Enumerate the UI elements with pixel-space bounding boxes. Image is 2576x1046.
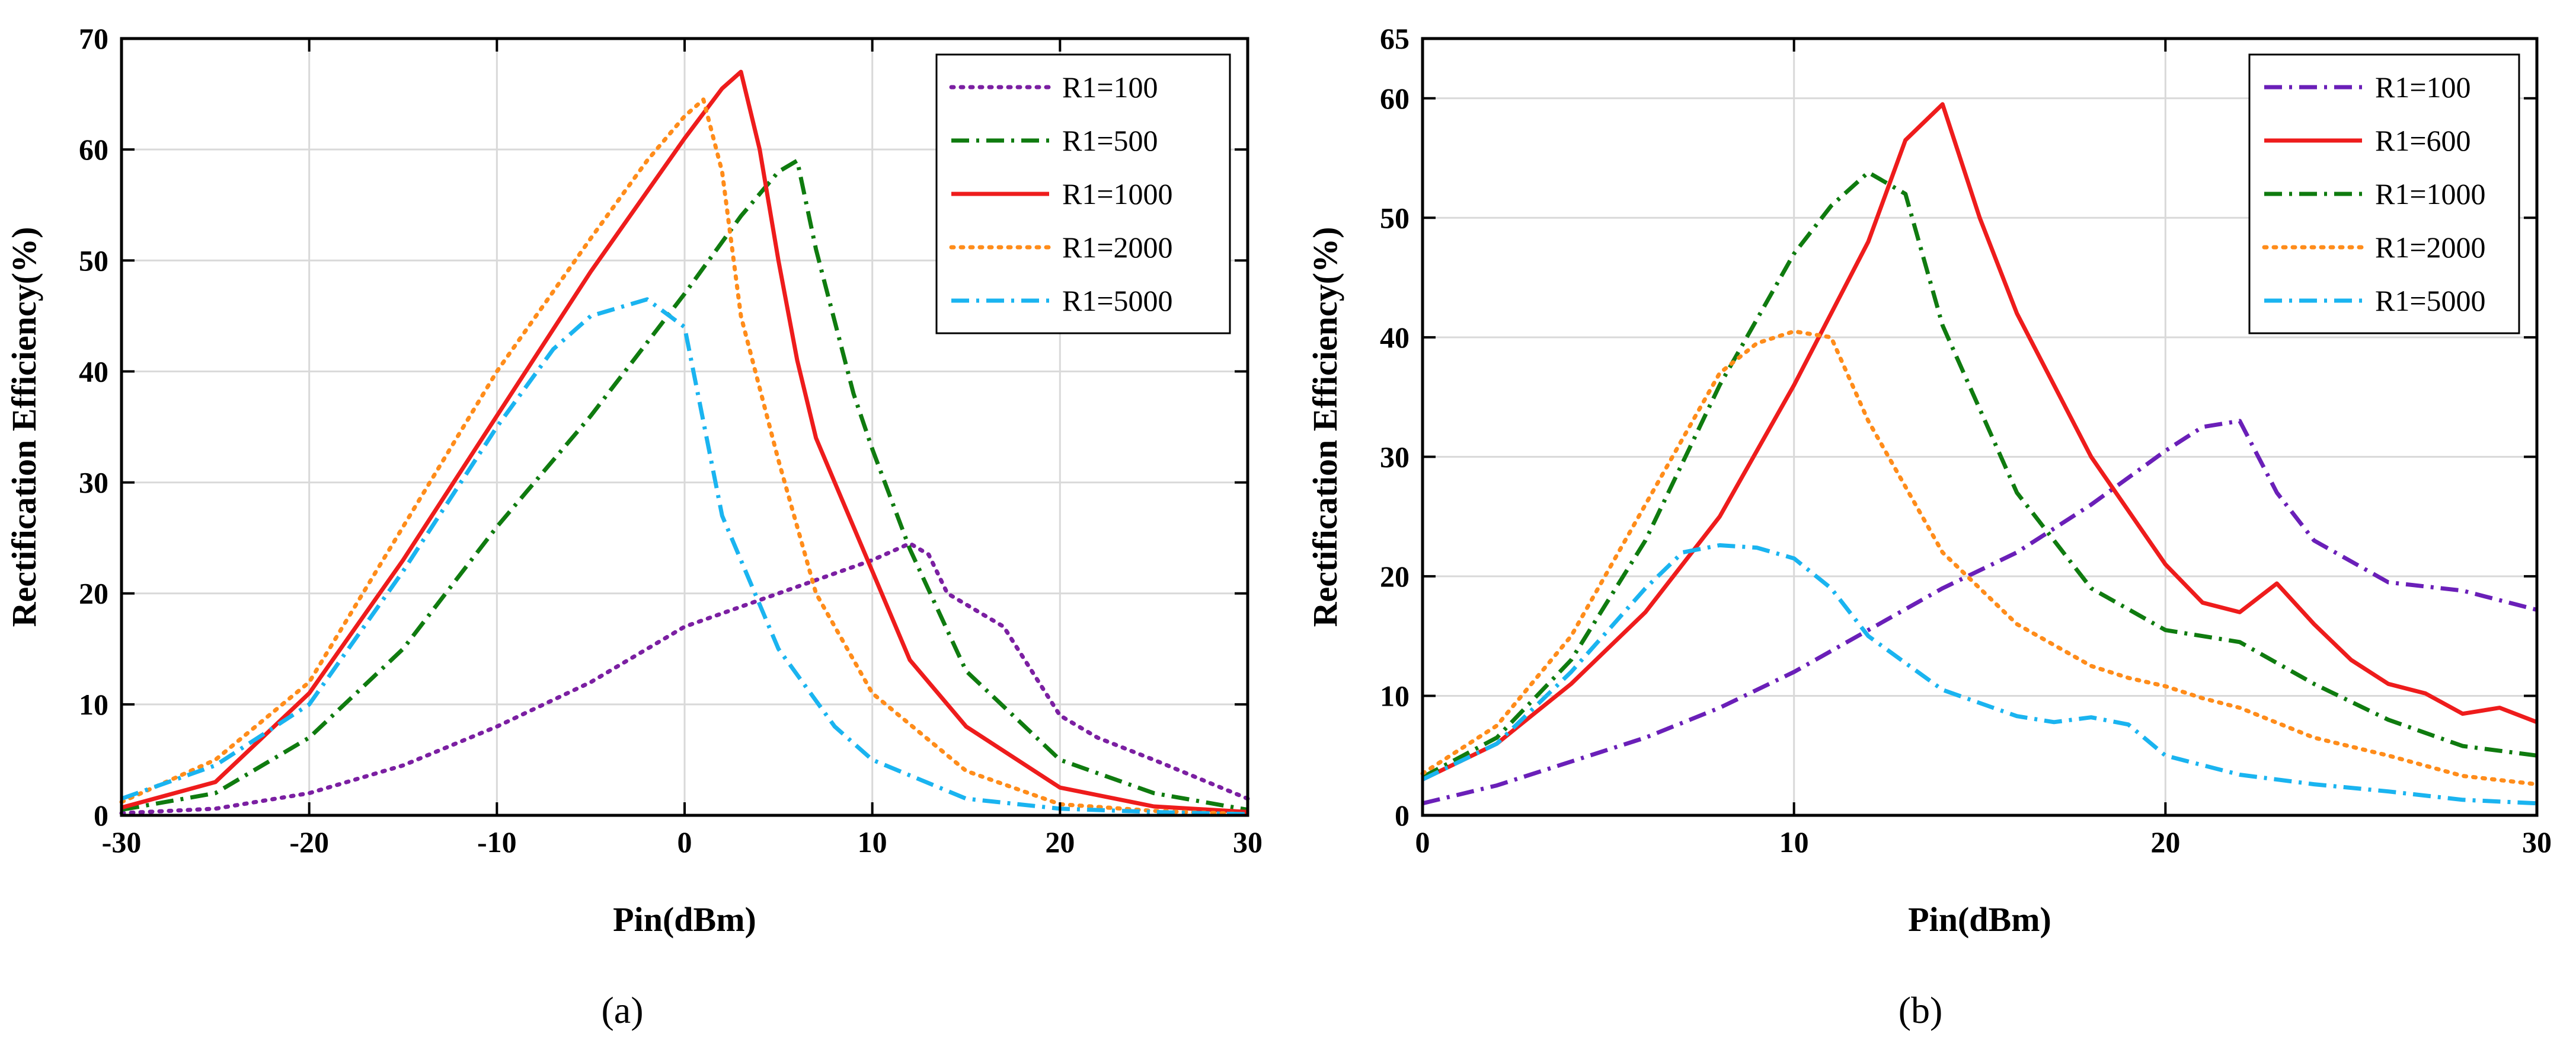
series-line-r1-500 — [121, 158, 1248, 812]
y-axis-label: Rectification Efficiency(%) — [1306, 227, 1344, 627]
series-line-r1-100 — [119, 541, 1250, 815]
chart-panel-a: -30 -20 -10 0 10 20 30 0 10 20 30 40 50 60 70 Pin(dBm) R… — [5, 22, 1263, 1031]
y-tick-label: 65 — [1380, 22, 1410, 55]
plot-frame — [1421, 37, 2539, 817]
y-axis-label: Rectification Efficiency(%) — [5, 227, 43, 627]
series-line-r1-5000 — [1421, 543, 2537, 806]
legend-label: R1=1000 — [1062, 177, 1173, 211]
chart-panel-b: 0 10 20 30 0 10 20 30 40 50 60 65 Pin(dBm) Rectificat… — [1306, 22, 2552, 1031]
y-tick-label: 10 — [1380, 679, 1410, 712]
series-line-r1-2000 — [1420, 329, 2539, 787]
y-tick-label: 50 — [79, 244, 108, 277]
y-tick-label: 30 — [1380, 440, 1410, 473]
legend-label: R1=2000 — [1062, 231, 1173, 264]
legend-label: R1=5000 — [2375, 284, 2486, 317]
y-tick-label: 60 — [1380, 82, 1410, 115]
series-line-r1-5000 — [120, 297, 1248, 817]
legend-box — [2248, 53, 2520, 334]
series-line-r1-1000 — [121, 69, 1248, 814]
x-tick-label: -10 — [477, 825, 517, 859]
x-tick-label: 10 — [858, 825, 887, 859]
y-tick-label: 70 — [79, 22, 108, 55]
y-tick-label: 40 — [79, 355, 108, 388]
x-axis-label: Pin(dBm) — [1908, 900, 2051, 939]
series-line-r1-2000 — [119, 97, 1250, 817]
legend-label: R1=100 — [1062, 71, 1158, 104]
y-tick-label: 10 — [79, 688, 108, 721]
x-tick-label: 20 — [1045, 825, 1075, 859]
series-line-r1-100 — [1422, 419, 2537, 806]
legend-label: R1=500 — [1062, 124, 1158, 157]
x-tick-label: 30 — [1233, 825, 1263, 859]
x-tick-label: -30 — [102, 825, 142, 859]
legend-label: R1=600 — [2375, 124, 2471, 157]
x-axis-label: Pin(dBm) — [613, 900, 756, 939]
x-tick-label: 0 — [677, 825, 692, 859]
y-tick-label: 60 — [79, 133, 108, 166]
y-tick-label: 0 — [94, 799, 108, 832]
y-tick-label: 0 — [1395, 799, 1410, 832]
legend-label: R1=2000 — [2375, 231, 2486, 264]
panel-label: (b) — [1899, 989, 1943, 1031]
series-line-r1-1000 — [1421, 170, 2537, 779]
y-tick-label: 20 — [79, 577, 108, 610]
legend-label: R1=5000 — [1062, 284, 1173, 317]
x-tick-label: 10 — [1779, 825, 1809, 859]
x-tick-label: -20 — [289, 825, 329, 859]
y-tick-label: 20 — [1380, 560, 1410, 593]
x-tick-label: 0 — [1415, 825, 1430, 859]
y-tick-label: 50 — [1380, 201, 1410, 234]
legend-label: R1=100 — [2375, 71, 2471, 104]
x-tick-label: 20 — [2150, 825, 2180, 859]
panel-label: (a) — [601, 989, 643, 1031]
y-tick-label: 30 — [79, 466, 108, 499]
legend-label: R1=1000 — [2375, 177, 2486, 211]
x-tick-label: 30 — [2522, 825, 2552, 859]
y-tick-label: 40 — [1380, 321, 1410, 354]
